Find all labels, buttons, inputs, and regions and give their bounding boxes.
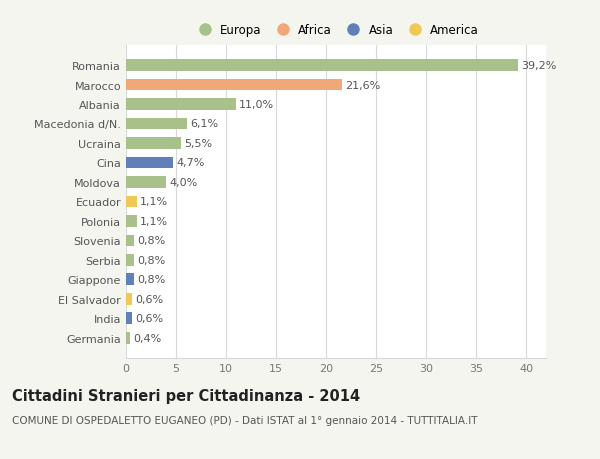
Bar xyxy=(126,235,134,246)
Text: 0,8%: 0,8% xyxy=(137,236,165,246)
Bar xyxy=(126,138,181,150)
Legend: Europa, Africa, Asia, America: Europa, Africa, Asia, America xyxy=(193,24,479,37)
Bar xyxy=(126,177,166,188)
Bar xyxy=(126,274,134,285)
Bar xyxy=(126,118,187,130)
Text: 0,8%: 0,8% xyxy=(137,255,165,265)
Text: 0,6%: 0,6% xyxy=(135,313,163,324)
Bar xyxy=(126,79,342,91)
Bar xyxy=(126,313,132,325)
Bar xyxy=(126,60,518,72)
Text: 0,6%: 0,6% xyxy=(135,294,163,304)
Text: 0,4%: 0,4% xyxy=(133,333,161,343)
Bar xyxy=(126,254,134,266)
Text: 21,6%: 21,6% xyxy=(345,80,380,90)
Text: 5,5%: 5,5% xyxy=(184,139,212,149)
Bar xyxy=(126,293,132,305)
Text: 39,2%: 39,2% xyxy=(521,61,556,71)
Bar xyxy=(126,196,137,208)
Text: 11,0%: 11,0% xyxy=(239,100,274,110)
Bar xyxy=(126,332,130,344)
Text: 1,1%: 1,1% xyxy=(140,197,168,207)
Text: Cittadini Stranieri per Cittadinanza - 2014: Cittadini Stranieri per Cittadinanza - 2… xyxy=(12,388,360,403)
Bar xyxy=(126,157,173,169)
Text: 4,0%: 4,0% xyxy=(169,178,197,188)
Text: 1,1%: 1,1% xyxy=(140,216,168,226)
Text: 4,7%: 4,7% xyxy=(176,158,205,168)
Text: COMUNE DI OSPEDALETTO EUGANEO (PD) - Dati ISTAT al 1° gennaio 2014 - TUTTITALIA.: COMUNE DI OSPEDALETTO EUGANEO (PD) - Dat… xyxy=(12,415,478,425)
Text: 6,1%: 6,1% xyxy=(190,119,218,129)
Bar xyxy=(126,99,236,111)
Text: 0,8%: 0,8% xyxy=(137,274,165,285)
Bar xyxy=(126,216,137,227)
